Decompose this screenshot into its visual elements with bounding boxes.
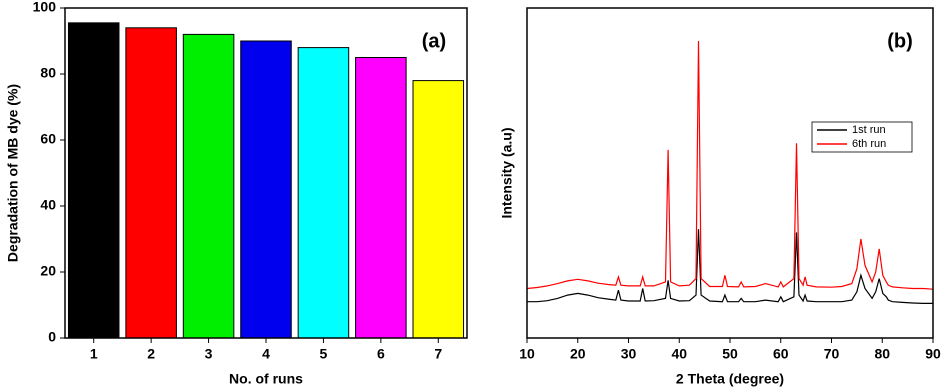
x-axis-label: No. of runs [229,371,303,387]
y-axis-label: Degradation of MB dye (%) [5,84,21,262]
x-tick-label: 3 [205,346,213,362]
bar [125,27,177,339]
bar [412,80,465,339]
x-tick-label: 7 [434,346,442,362]
x-tick-label: 4 [262,346,270,362]
x-tick-label: 2 [147,346,155,362]
x-tick-label: 5 [320,346,328,362]
panel-label: (b) [887,30,913,52]
y-tick-label: 20 [40,263,56,279]
x-tick-label: 60 [773,346,789,362]
bar [67,22,120,339]
x-tick-label: 20 [570,346,586,362]
y-tick-label: 0 [48,329,56,345]
bar [297,47,350,339]
x-tick-label: 70 [824,346,840,362]
bar [355,57,407,339]
x-tick-label: 40 [671,346,687,362]
x-axis-label: 2 Theta (degree) [676,371,784,387]
bar [182,33,235,339]
x-tick-label: 30 [621,346,637,362]
x-tick-label: 50 [722,346,738,362]
y-tick-label: 80 [40,65,56,81]
plot-frame [526,7,934,339]
y-tick-label: 60 [40,131,56,147]
panel-label: (a) [422,30,446,52]
y-tick-label: 100 [33,0,57,15]
x-tick-label: 6 [377,346,385,362]
y-axis-label: Intensity (a.u) [499,127,515,218]
legend-label: 1st run [852,124,886,136]
legend-label: 6th run [852,138,886,150]
x-tick-label: 80 [874,346,890,362]
xrd-line [526,40,934,290]
legend-box [811,121,913,153]
x-tick-label: 10 [519,346,535,362]
bar [240,40,292,339]
plot-frame [64,7,468,339]
y-tick-label: 40 [40,197,56,213]
xrd-line [527,229,933,304]
x-tick-label: 1 [90,346,98,362]
x-tick-label: 90 [925,346,941,362]
